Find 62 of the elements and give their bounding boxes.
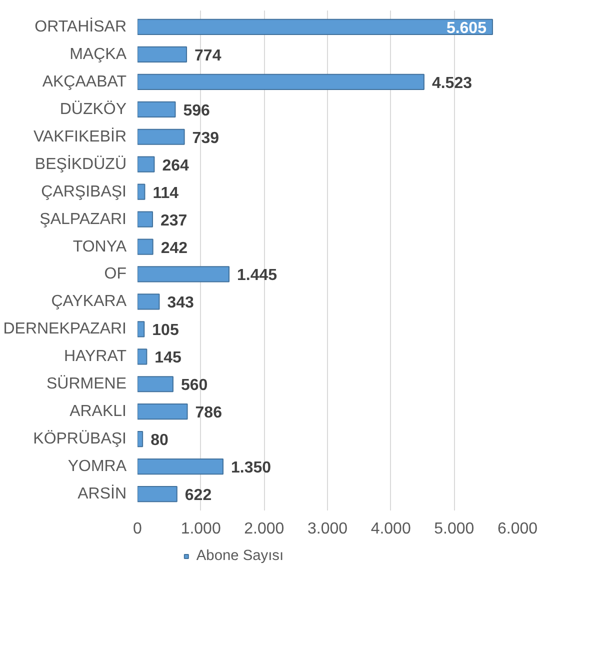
data-label: 622 (184, 487, 212, 504)
y-tick-label: VAKFIKEBİR (33, 127, 126, 146)
data-label: 560 (180, 377, 208, 394)
bar (138, 486, 178, 502)
y-tick-label: MAÇKA (70, 46, 127, 63)
legend-label: Abone Sayısı (196, 548, 284, 564)
x-tick-label: 6.000 (497, 520, 538, 538)
data-label: 114 (152, 184, 179, 202)
y-tick-label: OF (104, 266, 127, 283)
data-label: 1.445 (237, 267, 278, 284)
x-tick-label: 5.000 (434, 520, 474, 538)
y-tick-label: DÜZKÖY (60, 100, 127, 118)
bar (138, 156, 155, 172)
y-tick-label: BEŞİKDÜZÜ (34, 154, 127, 173)
bar (138, 266, 230, 282)
data-label: 264 (162, 157, 190, 174)
bar (138, 321, 145, 338)
y-tick-label: AKÇAABAT (42, 73, 127, 90)
y-tick-label: ÇARŞIBAŞI (41, 183, 126, 200)
data-label: 105 (152, 322, 179, 340)
bar (138, 431, 144, 448)
y-tick-label: DERNEKPAZARI (3, 320, 126, 338)
y-tick-label: YOMRA (68, 458, 127, 476)
bar (138, 376, 174, 392)
data-label: 739 (192, 130, 220, 147)
bar (138, 404, 188, 420)
y-tick-label: ORTAHİSAR (34, 17, 127, 36)
data-label: 80 (150, 432, 168, 450)
bar (138, 211, 154, 228)
bar (138, 348, 148, 365)
y-tick-label: SÜRMENE (46, 374, 127, 393)
bar (138, 128, 185, 145)
bar (138, 18, 493, 36)
x-tick-label: 3.000 (307, 520, 348, 538)
y-tick-label: KÖPRÜBAŞI (33, 430, 126, 448)
data-label: 596 (183, 102, 210, 120)
x-tick-label: 2.000 (244, 520, 284, 538)
data-label: 237 (160, 212, 188, 230)
y-tick-label: ÇAYKARA (51, 293, 127, 310)
bar (138, 238, 154, 255)
data-label: 5.605 (446, 20, 487, 37)
x-tick-label: 0 (133, 520, 142, 538)
bar (138, 294, 160, 310)
data-label: 786 (195, 404, 222, 422)
y-tick-label: TONYA (72, 238, 127, 256)
data-label: 1.350 (231, 460, 272, 477)
x-tick-label: 1.000 (180, 520, 221, 538)
data-label: 145 (154, 350, 182, 367)
x-tick-label: 4.000 (370, 520, 411, 538)
y-tick-label: ARSİN (78, 484, 127, 503)
bar (138, 458, 224, 475)
bar (138, 74, 424, 90)
data-label: 4.523 (432, 74, 472, 92)
y-tick-label: HAYRAT (64, 348, 127, 366)
y-tick-label: ARAKLI (70, 403, 127, 420)
bar (138, 184, 146, 200)
bar (138, 101, 176, 118)
y-tick-label: ŞALPAZARI (40, 210, 126, 228)
data-label: 242 (160, 240, 188, 257)
bar (138, 46, 188, 63)
data-label: 774 (194, 47, 222, 64)
data-label: 343 (167, 294, 194, 312)
